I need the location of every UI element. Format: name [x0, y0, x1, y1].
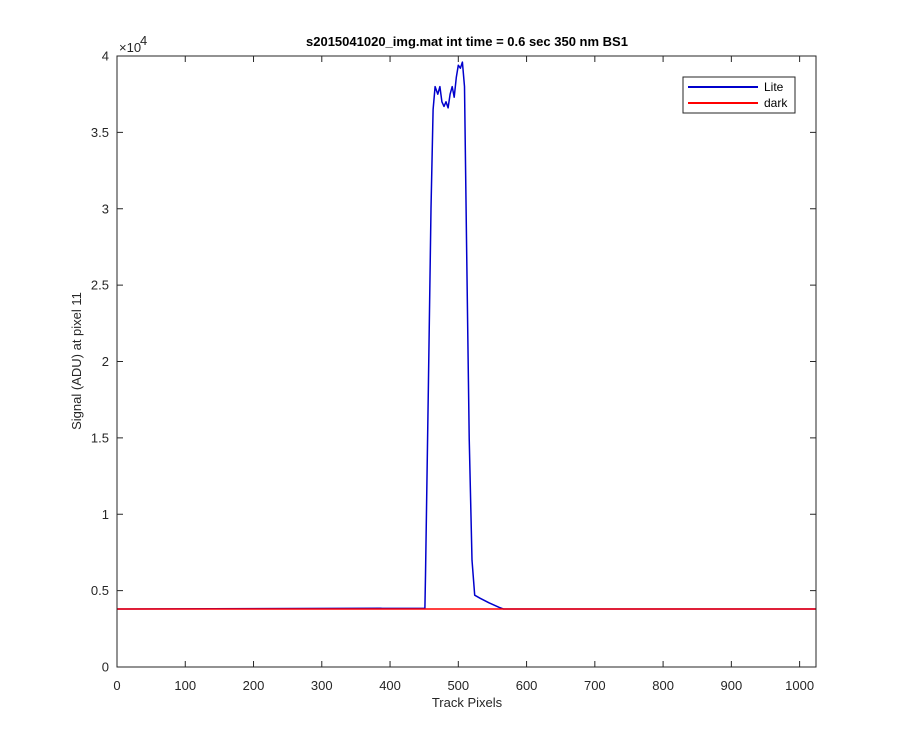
y-axis-label: Signal (ADU) at pixel 11	[69, 292, 84, 430]
y-tick-label: 2	[102, 354, 109, 369]
y-tick-label: 4	[102, 49, 109, 64]
x-tick-label: 600	[516, 678, 538, 693]
y-exponent-base: ×10	[119, 40, 141, 55]
x-axis: 0 100 200 300 400 500 600 700 800 900 1000	[113, 56, 814, 693]
series-line-lite	[116, 61, 816, 610]
y-axis: 0 0.5 1 1.5 2 2.5 3 3.5 4	[91, 49, 816, 675]
x-axis-label: Track Pixels	[432, 695, 503, 710]
x-tick-label: 700	[584, 678, 606, 693]
y-tick-label: 1	[102, 507, 109, 522]
legend-label-dark: dark	[764, 96, 788, 110]
y-tick-label: 1.5	[91, 430, 109, 445]
x-tick-label: 500	[447, 678, 469, 693]
x-tick-label: 300	[311, 678, 333, 693]
y-tick-label: 3.5	[91, 125, 109, 140]
x-tick-label: 0	[113, 678, 120, 693]
y-tick-label: 0	[102, 660, 109, 675]
legend-label-lite: Lite	[764, 80, 784, 94]
series-layer	[116, 61, 816, 610]
x-tick-label: 1000	[785, 678, 814, 693]
x-tick-label: 900	[721, 678, 743, 693]
x-tick-label: 100	[174, 678, 196, 693]
y-tick-label: 2.5	[91, 278, 109, 293]
x-tick-label: 800	[652, 678, 674, 693]
y-exponent-label: ×10 4	[119, 33, 147, 55]
y-tick-label: 3	[102, 201, 109, 216]
legend-box	[682, 76, 796, 114]
x-tick-label: 400	[379, 678, 401, 693]
x-tick-label: 200	[243, 678, 265, 693]
y-exponent-power: 4	[140, 33, 147, 48]
legend: Lite dark	[682, 76, 796, 114]
y-tick-label: 0.5	[91, 583, 109, 598]
chart-title: s2015041020_img.mat int time = 0.6 sec 3…	[306, 34, 628, 49]
plot-area	[117, 56, 816, 667]
